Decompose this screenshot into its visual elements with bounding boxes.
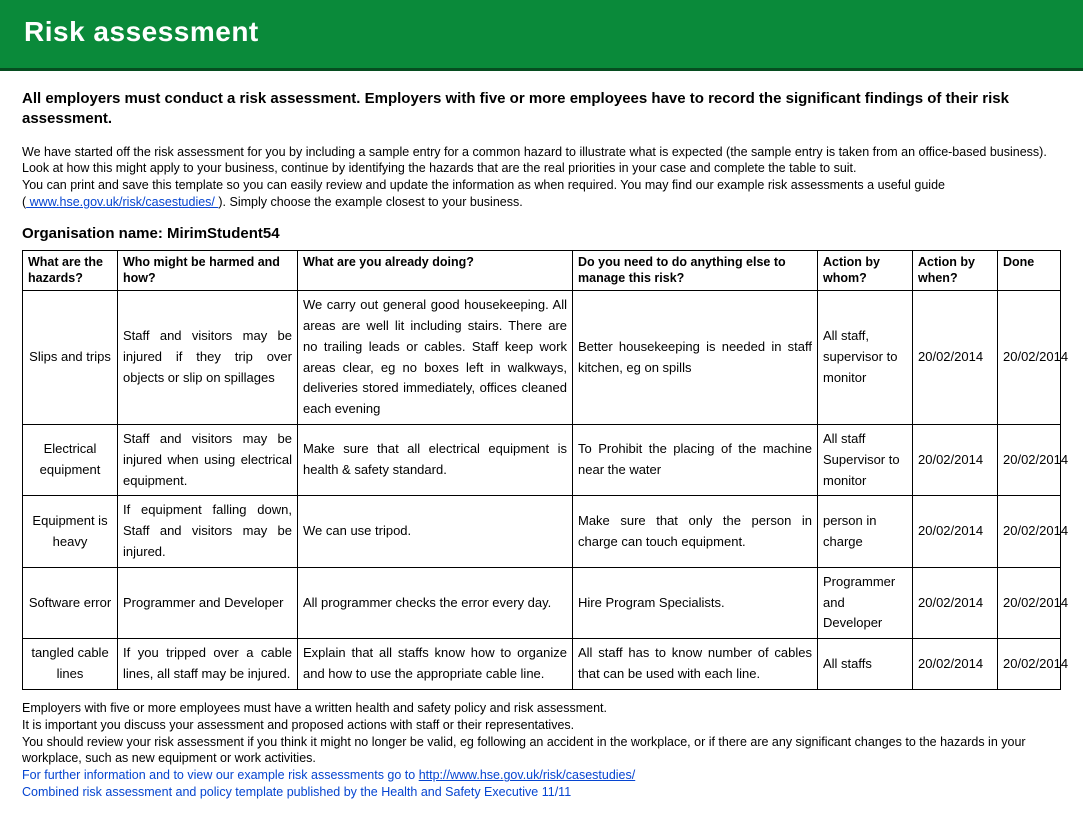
table-cell: Explain that all staffs know how to orga…: [298, 639, 573, 690]
table-cell: 20/02/2014: [998, 496, 1061, 567]
organisation-label: Organisation name:: [22, 225, 167, 242]
table-cell: To Prohibit the placing of the machine n…: [573, 425, 818, 496]
table-cell: 20/02/2014: [998, 291, 1061, 425]
table-header-cell: Action by whom?: [818, 251, 913, 291]
table-cell: We can use tripod.: [298, 496, 573, 567]
intro-line-2: Look at how this might apply to your bus…: [22, 161, 857, 175]
footer-line-3: You should review your risk assessment i…: [22, 735, 1026, 766]
table-cell: All programmer checks the error every da…: [298, 567, 573, 638]
table-cell: 20/02/2014: [998, 567, 1061, 638]
table-cell: 20/02/2014: [998, 639, 1061, 690]
footer-line-2: It is important you discuss your assessm…: [22, 718, 574, 732]
table-row: tangled cable linesIf you tripped over a…: [23, 639, 1061, 690]
table-cell: All staff has to know number of cables t…: [573, 639, 818, 690]
table-row: Software errorProgrammer and DeveloperAl…: [23, 567, 1061, 638]
banner: Risk assessment: [0, 0, 1083, 71]
table-cell: All staff, supervisor to monitor: [818, 291, 913, 425]
table-cell: Better housekeeping is needed in staff k…: [573, 291, 818, 425]
lead-paragraph: All employers must conduct a risk assess…: [22, 89, 1061, 130]
table-cell: 20/02/2014: [913, 291, 998, 425]
table-cell: All staffs: [818, 639, 913, 690]
table-header-cell: What are the hazards?: [23, 251, 118, 291]
intro-line-1: We have started off the risk assessment …: [22, 145, 1047, 159]
table-header-row: What are the hazards?Who might be harmed…: [23, 251, 1061, 291]
risk-table: What are the hazards?Who might be harmed…: [22, 250, 1061, 690]
table-cell: 20/02/2014: [913, 639, 998, 690]
table-header-cell: Done: [998, 251, 1061, 291]
table-row: Equipment is heavyIf equipment falling d…: [23, 496, 1061, 567]
table-header-cell: What are you already doing?: [298, 251, 573, 291]
table-cell: Programmer and Developer: [818, 567, 913, 638]
table-cell: Electrical equipment: [23, 425, 118, 496]
page-title: Risk assessment: [24, 16, 1059, 48]
table-header-cell: Action by when?: [913, 251, 998, 291]
table-cell: Make sure that only the person in charge…: [573, 496, 818, 567]
table-cell: Programmer and Developer: [118, 567, 298, 638]
table-cell: Hire Program Specialists.: [573, 567, 818, 638]
intro-link[interactable]: www.hse.gov.uk/risk/casestudies/: [26, 195, 218, 209]
intro-line-3: You can print and save this template so …: [22, 178, 945, 192]
footer-link[interactable]: http://www.hse.gov.uk/risk/casestudies/: [419, 768, 636, 782]
table-cell: Staff and visitors may be injured when u…: [118, 425, 298, 496]
intro-paragraph: We have started off the risk assessment …: [22, 144, 1061, 212]
table-row: Slips and tripsStaff and visitors may be…: [23, 291, 1061, 425]
risk-tbody: Slips and tripsStaff and visitors may be…: [23, 291, 1061, 690]
footer-line-4-text: For further information and to view our …: [22, 768, 419, 782]
table-cell: 20/02/2014: [998, 425, 1061, 496]
table-cell: We carry out general good housekeeping. …: [298, 291, 573, 425]
footer-line-4: For further information and to view our …: [22, 768, 635, 782]
table-cell: 20/02/2014: [913, 567, 998, 638]
footer-line-1: Employers with five or more employees mu…: [22, 701, 607, 715]
table-cell: Make sure that all electrical equipment …: [298, 425, 573, 496]
table-cell: All staff Supervisor to monitor: [818, 425, 913, 496]
table-header-cell: Who might be harmed and how?: [118, 251, 298, 291]
footer-notes: Employers with five or more employees mu…: [22, 700, 1061, 801]
table-cell: Slips and trips: [23, 291, 118, 425]
organisation-value: MirimStudent54: [167, 225, 280, 242]
table-cell: 20/02/2014: [913, 496, 998, 567]
table-cell: Staff and visitors may be injured if the…: [118, 291, 298, 425]
footer-line-5: Combined risk assessment and policy temp…: [22, 785, 571, 799]
table-header-cell: Do you need to do anything else to manag…: [573, 251, 818, 291]
organisation-name-line: Organisation name: MirimStudent54: [22, 225, 1061, 242]
document-body: All employers must conduct a risk assess…: [0, 71, 1083, 821]
table-cell: Software error: [23, 567, 118, 638]
intro-line-4-post: ). Simply choose the example closest to …: [218, 195, 522, 209]
table-cell: Equipment is heavy: [23, 496, 118, 567]
table-cell: If you tripped over a cable lines, all s…: [118, 639, 298, 690]
table-cell: 20/02/2014: [913, 425, 998, 496]
table-cell: person in charge: [818, 496, 913, 567]
table-cell: tangled cable lines: [23, 639, 118, 690]
table-row: Electrical equipmentStaff and visitors m…: [23, 425, 1061, 496]
table-cell: If equipment falling down, Staff and vis…: [118, 496, 298, 567]
